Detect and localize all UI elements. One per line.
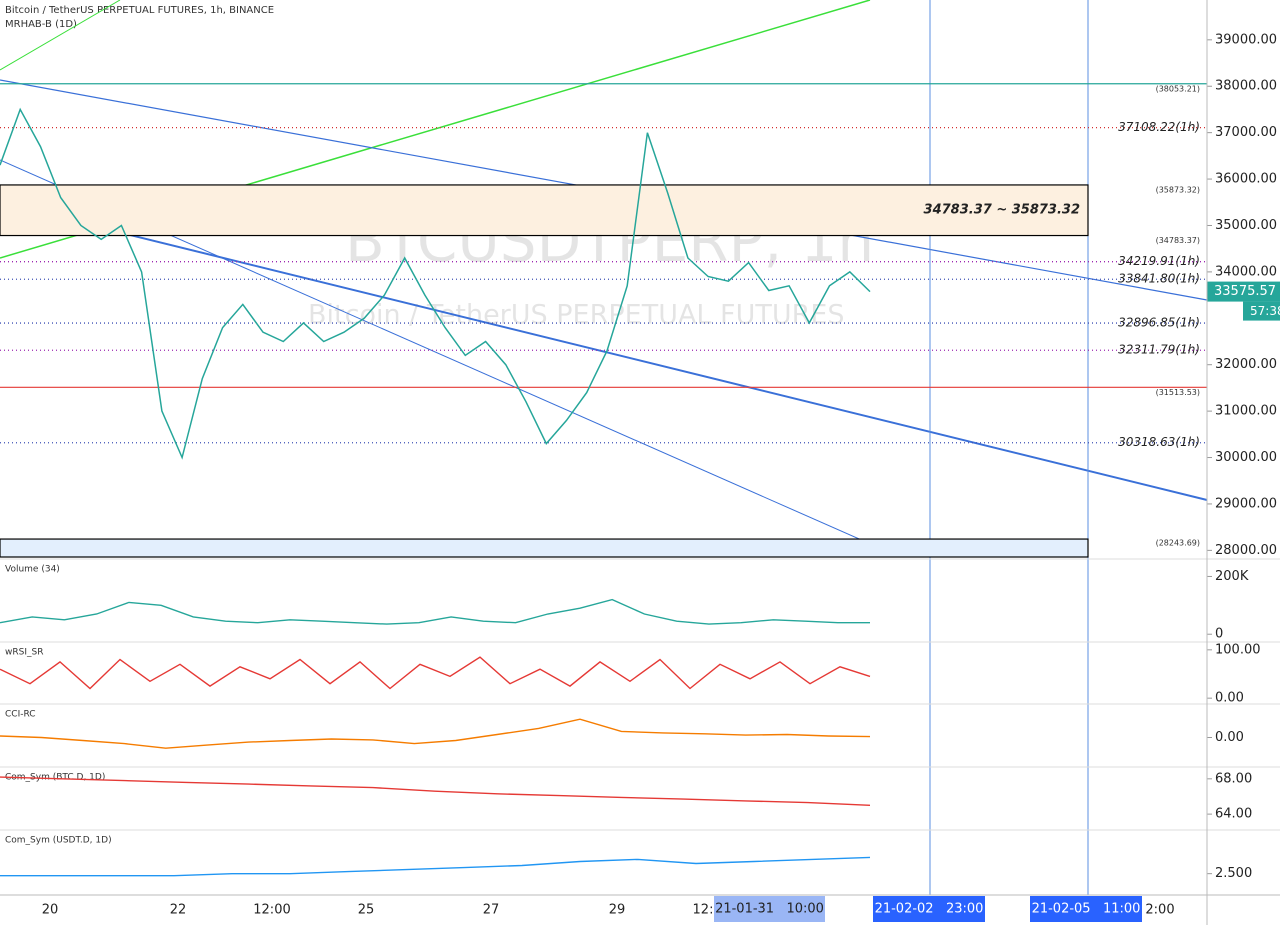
zone-label: 34783.37 ~ 35873.32 (924, 203, 1080, 218)
pane-line (0, 776, 871, 806)
y-tick-label: 0.00 (1215, 730, 1244, 745)
pane-line (0, 856, 871, 877)
y-tick-label: 29000.00 (1215, 496, 1277, 511)
zone-low-label: (34783.37) (1156, 236, 1200, 245)
time-highlight-label: 21-01-31 10:00 (715, 902, 824, 917)
time-highlight-label: 21-02-02 23:00 (875, 902, 984, 917)
pane-title: Com_Sym (BTC.D, 1D) (5, 773, 105, 783)
level-label: 34219.91(1h) (1118, 254, 1200, 268)
time-highlight (873, 896, 985, 922)
last-price-tag (1207, 281, 1280, 302)
y-tick-label: 2.500 (1215, 866, 1252, 881)
bottom-zone-label: (28243.69) (1156, 539, 1200, 548)
chart-title: Bitcoin / TetherUS PERPETUAL FUTURES, 1h… (5, 5, 274, 16)
x-tick-label: 22 (170, 903, 187, 918)
countdown: 57:38 (1250, 304, 1280, 318)
level-label: (31513.53) (1156, 388, 1200, 397)
bottom-zone (0, 538, 1089, 558)
x-tick-label: 29 (609, 903, 626, 918)
y-tick-label: 68.00 (1215, 771, 1252, 786)
y-tick-label: 32000.00 (1215, 357, 1277, 372)
y-tick-label: 64.00 (1215, 807, 1252, 822)
y-tick-label: 35000.00 (1215, 218, 1277, 233)
zone-high-label: (35873.32) (1156, 185, 1200, 194)
y-tick-label: 0.00 (1215, 691, 1244, 706)
level-label: 37108.22(1h) (1118, 120, 1200, 134)
y-tick-label: 30000.00 (1215, 450, 1277, 465)
x-tick-label: 25 (358, 903, 375, 918)
x-tick-label: 2:00 (1145, 903, 1174, 918)
pane-title: CCI-RC (5, 710, 36, 720)
time-highlight (1030, 896, 1142, 922)
time-highlight (714, 896, 825, 922)
pane-line (0, 598, 870, 625)
countdown-tag (1243, 301, 1280, 321)
x-tick-label: 27 (483, 903, 500, 918)
y-tick-label: 0 (1215, 627, 1223, 642)
watermark-name: Bitcoin / TetherUS PERPETUAL FUTURES (308, 300, 845, 331)
pane-title: wRSI_SR (5, 648, 43, 658)
x-tick-label: 20 (42, 903, 59, 918)
y-tick-label: 34000.00 (1215, 264, 1277, 279)
zone (0, 184, 1089, 237)
y-tick-label: 28000.00 (1215, 543, 1277, 558)
level-label: 33841.80(1h) (1118, 272, 1200, 286)
y-tick-label: 200K (1215, 569, 1249, 584)
pane-line (0, 718, 871, 749)
level-label: 32311.79(1h) (1118, 343, 1200, 357)
pane-title: Com_Sym (USDT.D, 1D) (5, 836, 112, 846)
y-tick-label: 38000.00 (1215, 79, 1277, 94)
price-line (0, 107, 871, 460)
x-tick-label: 12: (693, 903, 714, 918)
level-label: 30318.63(1h) (1118, 435, 1200, 449)
pane-title: Volume (34) (5, 565, 60, 575)
y-tick-label: 37000.00 (1215, 125, 1277, 140)
y-tick-label: 36000.00 (1215, 172, 1277, 187)
pane-line (0, 656, 871, 690)
y-tick-label: 31000.00 (1215, 404, 1277, 419)
y-tick-label: 39000.00 (1215, 32, 1277, 47)
y-tick-label: 100.00 (1215, 642, 1261, 657)
level-label: (38053.21) (1156, 84, 1200, 93)
indicator-title: MRHAB-B (1D) (5, 19, 77, 30)
level-label: 32896.85(1h) (1118, 316, 1200, 330)
x-tick-label: 12:00 (253, 903, 290, 918)
time-highlight-label: 21-02-05 11:00 (1032, 902, 1141, 917)
last-price-label: 33575.57 (1214, 284, 1276, 299)
